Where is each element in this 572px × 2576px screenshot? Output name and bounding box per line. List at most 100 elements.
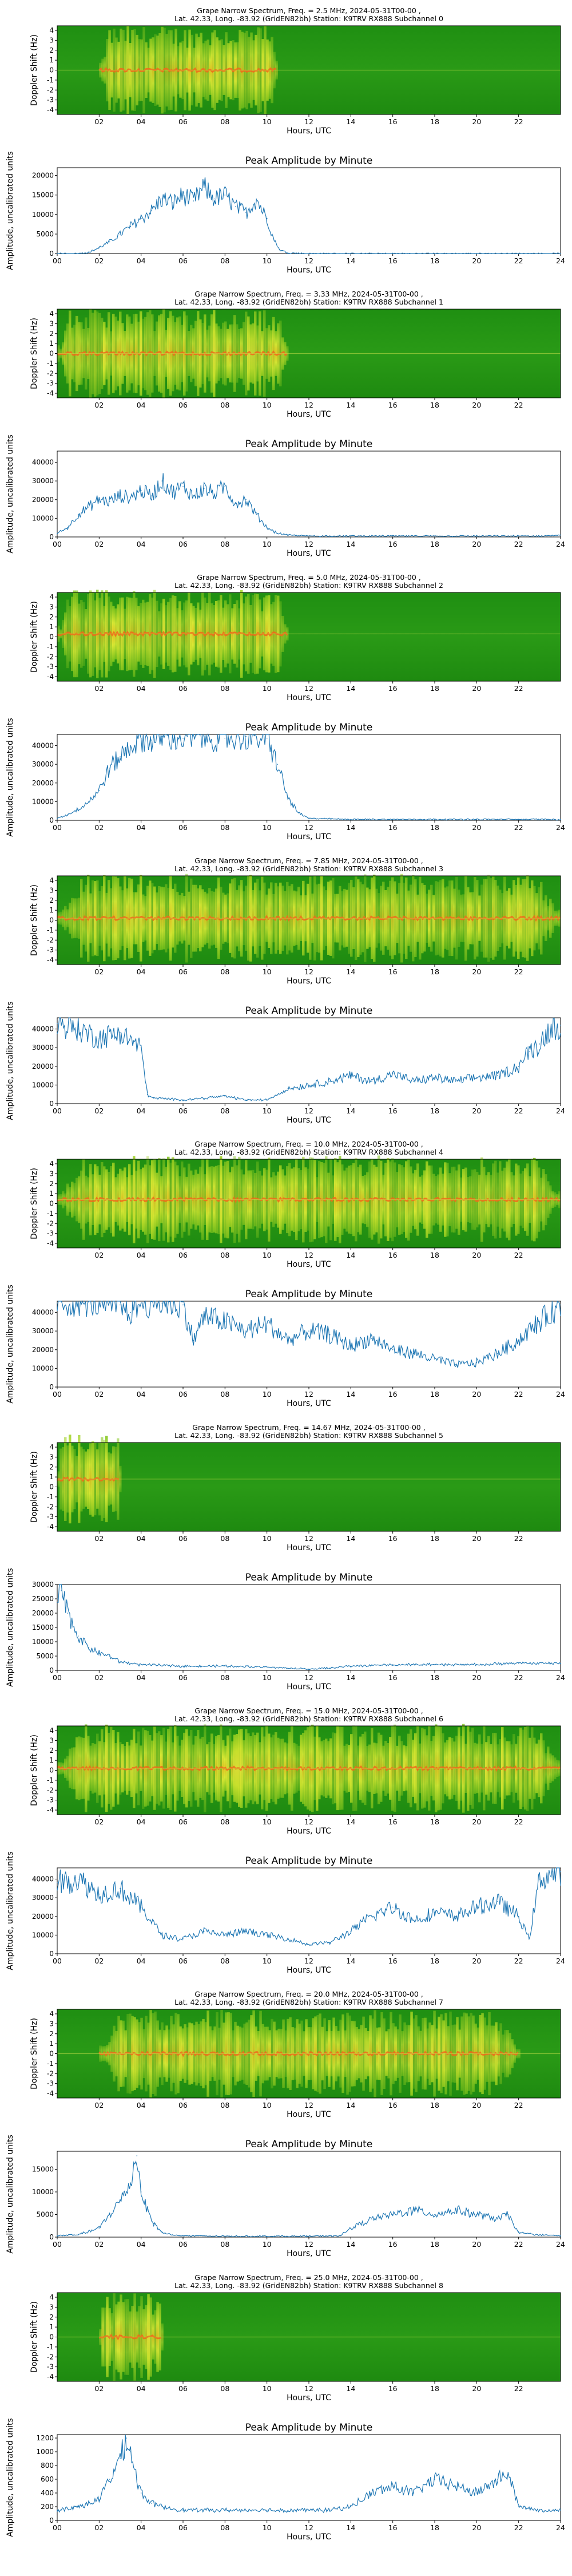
data-point: [392, 1073, 394, 1074]
data-point: [413, 1081, 415, 1082]
data-point: [161, 198, 163, 200]
data-point: [476, 2492, 478, 2494]
data-point: [507, 2472, 509, 2473]
y-tick-label: 0: [49, 350, 54, 358]
x-axis-label: Hours, UTC: [287, 1966, 331, 1975]
data-point: [266, 1934, 268, 1936]
x-tick-label: 14: [346, 1107, 355, 1115]
data-point: [497, 1353, 498, 1354]
data-point: [182, 2235, 184, 2237]
x-tick-label: 22: [514, 117, 523, 126]
x-tick-label: 00: [53, 2240, 62, 2249]
x-tick-label: 18: [430, 2240, 439, 2249]
data-point: [266, 1323, 268, 1324]
y-tick-label: 400: [41, 2489, 54, 2497]
data-point: [57, 2235, 58, 2237]
y-tick-label: -1: [47, 76, 54, 84]
x-tick-label: 14: [346, 967, 355, 976]
x-tick-label: 08: [220, 1673, 229, 1682]
x-tick-label: 20: [472, 2523, 481, 2532]
data-point: [476, 1362, 478, 1364]
y-axis-label: Doppler Shift (Hz): [30, 2301, 39, 2373]
y-tick-label: -3: [47, 1796, 54, 1804]
y-tick-label: 2: [49, 1463, 54, 1471]
data-point: [266, 1666, 268, 1668]
y-tick-label: 3: [49, 1453, 54, 1461]
spectrogram-location: Lat. 42.33, Long. -83.92 (GridEN82bh) St…: [174, 581, 443, 590]
data-point: [193, 200, 194, 202]
x-tick-label: 20: [472, 256, 481, 265]
x-tick-label: 24: [556, 1673, 565, 1682]
y-tick-label: 4: [49, 2010, 54, 2018]
x-tick-label: 02: [94, 1673, 104, 1682]
x-tick-label: 10: [263, 684, 272, 693]
y-tick-label: 40000: [32, 459, 54, 467]
data-point: [245, 212, 247, 214]
data-point: [277, 764, 278, 765]
x-tick-label: 04: [137, 1251, 146, 1259]
y-axis-label: Amplitude, uncalibrated units: [6, 434, 15, 554]
data-point: [182, 486, 184, 487]
data-point: [136, 2155, 138, 2156]
amplitude-title: Peak Amplitude by Minute: [245, 722, 373, 733]
data-point: [109, 1656, 110, 1657]
x-tick-label: 10: [263, 1107, 272, 1115]
y-axis-label: Amplitude, uncalibrated units: [6, 1568, 15, 1687]
data-point: [350, 2506, 352, 2507]
x-tick-label: 22: [514, 256, 523, 265]
amplitude-panel-6: Peak Amplitude by Minute 0 10000 20000 30000…: [6, 1851, 565, 1975]
x-tick-label: 04: [137, 540, 146, 548]
x-tick-label: 16: [388, 684, 398, 693]
x-tick-label: 16: [388, 401, 398, 409]
data-point: [151, 740, 152, 741]
x-tick-label: 20: [472, 684, 481, 693]
data-point: [497, 2479, 498, 2480]
data-point: [214, 198, 215, 200]
x-tick-label: 08: [220, 256, 229, 265]
y-axis-label: Doppler Shift (Hz): [30, 1168, 39, 1239]
x-tick-label: 20: [472, 2240, 481, 2249]
x-tick-label: 08: [220, 1107, 229, 1115]
data-point: [434, 1077, 435, 1078]
data-point: [413, 1353, 415, 1354]
x-tick-label: 06: [178, 2523, 188, 2532]
x-tick-label: 06: [178, 2240, 188, 2249]
y-tick-label: 4: [49, 876, 54, 884]
x-tick-label: 12: [304, 2384, 313, 2393]
x-tick-label: 12: [304, 823, 313, 832]
y-tick-label: 20000: [32, 1062, 54, 1070]
data-point: [88, 507, 89, 508]
x-tick-label: 04: [137, 1107, 146, 1115]
data-point: [308, 1668, 309, 1670]
data-point: [120, 756, 121, 757]
data-point: [151, 495, 152, 497]
spectrogram-title: Grape Narrow Spectrum, Freq. = 14.67 MHz…: [192, 1423, 425, 1432]
y-tick-label: -3: [47, 946, 54, 954]
y-tick-label: -4: [47, 2373, 54, 2381]
x-tick-label: 08: [220, 2523, 229, 2532]
x-tick-label: 16: [388, 1534, 398, 1543]
y-tick-label: 0: [49, 1100, 54, 1108]
x-tick-label: 06: [178, 1957, 188, 1965]
y-tick-label: -4: [47, 1239, 54, 1247]
y-tick-label: -2: [47, 653, 54, 661]
data-point: [57, 817, 58, 819]
data-point: [476, 1664, 478, 1665]
y-tick-label: 0: [49, 2333, 54, 2341]
y-tick-label: 40000: [32, 742, 54, 750]
data-point: [392, 1906, 394, 1908]
data-point: [392, 253, 394, 254]
data-point: [77, 1878, 79, 1880]
x-axis-label: Hours, UTC: [287, 832, 331, 841]
data-point: [67, 527, 69, 528]
x-tick-label: 06: [178, 1251, 188, 1259]
x-tick-label: 14: [346, 401, 355, 409]
data-point: [476, 253, 478, 254]
x-tick-label: 22: [514, 1957, 523, 1965]
spectrogram-location: Lat. 42.33, Long. -83.92 (GridEN82bh) St…: [174, 864, 443, 873]
data-point: [57, 2510, 58, 2511]
y-tick-label: -4: [47, 956, 54, 964]
y-tick-label: 30000: [32, 477, 54, 485]
amplitude-panel-4: Peak Amplitude by Minute 0 10000 20000 30000…: [6, 1285, 565, 1408]
data-point: [392, 1349, 394, 1350]
